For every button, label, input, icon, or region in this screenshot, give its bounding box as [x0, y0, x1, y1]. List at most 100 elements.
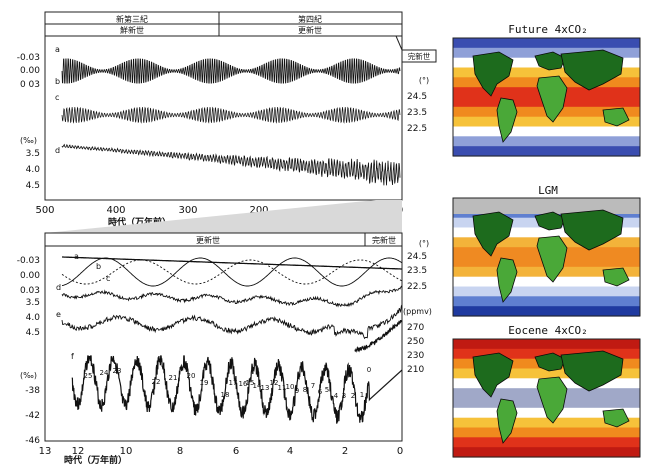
curve-label-b: b	[55, 77, 60, 86]
stage-number: 11	[278, 384, 287, 392]
bottom-x-axis: 13 12 10 8 6 4 2 0 時代（万年前）	[39, 446, 404, 464]
ocean-band	[453, 306, 640, 317]
ocean-band	[453, 67, 640, 78]
map-frame	[452, 338, 641, 458]
b-x-tick: 13	[39, 446, 52, 457]
stage-number: 21	[169, 374, 178, 382]
curve-label-d: d	[55, 146, 60, 155]
stage-number: 10	[286, 383, 295, 391]
top-left-tick: 3.5	[26, 149, 40, 159]
ocean-band	[453, 38, 640, 49]
map-title-future: Future 4xCO₂	[508, 23, 587, 36]
ocean-band	[453, 437, 640, 448]
stage-number: 4	[334, 392, 339, 400]
continent	[472, 51, 514, 97]
top-curves	[61, 58, 401, 186]
b-curve-label-b: b	[96, 262, 101, 271]
bottom-curves	[61, 256, 403, 424]
top-x-tick: 300	[178, 205, 197, 216]
top-panel: 新第三紀 第四紀 鮮新世 更新世 完新世 a b c d -0.03 0.00 …	[17, 11, 437, 228]
top-x-tick: 500	[35, 205, 54, 216]
b-left-tick: 4.0	[26, 313, 41, 323]
ocean-band	[453, 417, 640, 429]
curve-d-line	[61, 285, 403, 308]
map-eocene	[452, 338, 641, 458]
b-right-unit-deg: (°)	[419, 239, 429, 248]
stage-number: 23	[113, 367, 122, 375]
top-left-tick: 4.0	[26, 165, 41, 175]
continent	[534, 211, 566, 231]
ocean-band	[453, 286, 640, 297]
curve-a-line	[62, 256, 402, 270]
top-left-unit: (‰)	[20, 136, 37, 145]
stage-number: 24	[100, 369, 109, 377]
continent	[560, 350, 624, 392]
curve-a-b-line	[61, 58, 401, 84]
ocean-band	[453, 427, 640, 438]
map-future	[452, 37, 641, 157]
ocean-band	[453, 227, 640, 238]
continent	[534, 51, 566, 71]
b-x-tick: 2	[342, 446, 348, 457]
continent	[472, 352, 514, 398]
continent	[536, 235, 568, 283]
b-curve-label-d: d	[56, 283, 61, 292]
map-title-eocene: Eocene 4xCO₂	[508, 324, 587, 337]
stage-number: 20	[187, 372, 196, 380]
b-x-tick: 12	[72, 446, 85, 457]
b-left-tick: -46	[25, 436, 40, 446]
stage-number: 6	[318, 388, 323, 396]
curve-d-line	[61, 143, 401, 186]
b-right-tick-deg: 24.5	[407, 252, 427, 262]
top-left-tick: 0.00	[20, 66, 40, 76]
epoch-pleistocene-label: 更新世	[298, 25, 322, 35]
bottom-panel: 更新世 完新世 a b c d e f -0.03 0.00 0.03 3.5 …	[17, 232, 432, 464]
map-frame	[452, 37, 641, 157]
stage-number: 16	[239, 380, 248, 388]
top-right-tick: 24.5	[407, 92, 427, 102]
b-right-tick-co2: 270	[407, 323, 424, 333]
map-title-lgm: LGM	[538, 184, 558, 197]
curve-c-line	[61, 106, 401, 124]
ocean-band	[453, 146, 640, 157]
b-curve-label-a: a	[74, 252, 79, 261]
b-right-tick-co2: 230	[407, 351, 424, 361]
b-right-tick-co2: 250	[407, 337, 424, 347]
stage-number: 13	[261, 384, 270, 392]
ocean-band	[453, 116, 640, 128]
ocean-band	[453, 339, 640, 350]
continent	[472, 211, 514, 257]
b-right-tick-co2: 210	[407, 365, 424, 375]
continent	[560, 49, 624, 91]
b-right-tick-deg: 22.5	[407, 282, 427, 292]
stage-number: 8	[303, 386, 307, 394]
b-curve-label-e: e	[56, 310, 61, 319]
stage-number: 17	[229, 379, 238, 387]
stage-number: 25	[84, 372, 93, 380]
top-right-tick: 23.5	[407, 108, 427, 118]
stage-number: 9	[295, 387, 299, 395]
map-lgm	[452, 197, 641, 317]
continent	[534, 352, 566, 372]
top-left-tick: 0 03	[20, 80, 40, 90]
stage-number: 0	[367, 366, 371, 374]
curve-f-line	[71, 355, 403, 424]
b-curve-label-f: f	[71, 352, 74, 361]
top-left-tick: -0.03	[17, 53, 40, 63]
stage-number: 19	[200, 379, 209, 387]
stage-number: 3	[342, 392, 346, 400]
stage-number: 14	[253, 382, 262, 390]
stage-number: 15	[246, 379, 255, 387]
continent	[536, 376, 568, 424]
b-left-tick: -38	[25, 386, 40, 396]
period-quaternary-label: 第四紀	[298, 14, 322, 24]
continent	[496, 257, 518, 303]
curve-e-line	[61, 304, 403, 340]
climate-maps: Future 4xCO₂ LGM Eocene 4xCO₂	[452, 23, 641, 458]
b-left-tick: 0.00	[20, 271, 40, 281]
epoch-holocene-label: 完新世	[408, 51, 431, 61]
stage-number: 18	[221, 391, 230, 399]
curve-label-c: c	[55, 93, 59, 102]
zoom-wedge	[45, 200, 402, 233]
